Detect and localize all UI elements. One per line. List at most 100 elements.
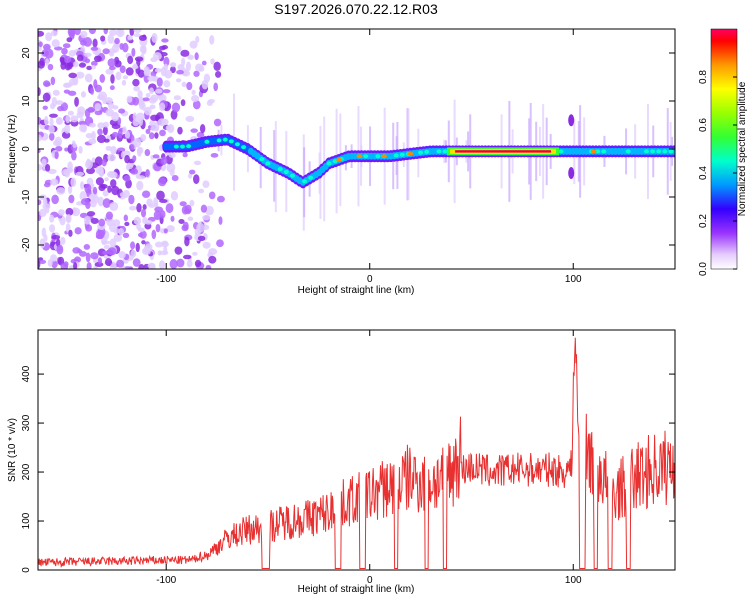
spectrogram-ytick-label: 0 bbox=[21, 146, 32, 152]
noise-speckle bbox=[44, 115, 49, 126]
noise-speckle bbox=[137, 227, 145, 233]
noise-speckle bbox=[186, 260, 193, 268]
noise-speckle bbox=[194, 259, 202, 268]
snr-xtick-label: 100 bbox=[565, 575, 582, 586]
noise-speckle bbox=[148, 96, 157, 104]
noise-speckle bbox=[119, 65, 126, 74]
noise-speckle bbox=[158, 260, 166, 269]
noise-speckle bbox=[209, 35, 215, 45]
noise-speckle bbox=[138, 117, 144, 126]
noise-speckle bbox=[193, 160, 202, 166]
noise-speckle bbox=[133, 33, 141, 38]
noise-speckle bbox=[155, 223, 161, 233]
noise-speckle bbox=[95, 229, 105, 240]
noise-speckle bbox=[204, 205, 214, 216]
noise-speckle bbox=[194, 52, 199, 61]
noise-speckle bbox=[84, 58, 91, 64]
noise-speckle bbox=[145, 169, 150, 178]
noise-speckle bbox=[122, 42, 129, 53]
noise-speckle bbox=[63, 55, 72, 64]
noise-speckle bbox=[109, 201, 119, 211]
noise-speckle bbox=[124, 154, 130, 164]
noise-speckle bbox=[174, 246, 183, 255]
noise-speckle bbox=[87, 106, 95, 113]
noise-speckle bbox=[201, 60, 207, 66]
noise-speckle bbox=[210, 152, 219, 158]
noise-speckle bbox=[158, 45, 166, 51]
noise-speckle bbox=[68, 49, 76, 57]
ridge-hotspot bbox=[336, 158, 343, 162]
noise-speckle bbox=[86, 177, 94, 186]
noise-speckle bbox=[42, 105, 48, 110]
noise-speckle bbox=[165, 203, 174, 214]
noise-speckle bbox=[177, 126, 183, 135]
noise-speckle bbox=[142, 204, 147, 210]
ridge-inner bbox=[259, 157, 265, 162]
noise-speckle bbox=[73, 29, 81, 36]
snr-ytick-label: 300 bbox=[21, 414, 32, 431]
noise-speckle bbox=[105, 145, 112, 151]
noise-speckle bbox=[88, 29, 97, 35]
noise-speckle bbox=[128, 194, 135, 205]
noise-speckle bbox=[135, 242, 140, 253]
noise-speckle bbox=[90, 46, 99, 51]
noise-speckle bbox=[185, 61, 192, 72]
noise-speckle bbox=[50, 178, 59, 186]
noise-speckle bbox=[49, 224, 56, 233]
noise-speckle bbox=[213, 118, 222, 127]
noise-speckle bbox=[145, 92, 151, 98]
noise-speckle bbox=[147, 75, 157, 82]
noise-speckle bbox=[213, 61, 221, 72]
noise-speckle bbox=[51, 39, 60, 48]
noise-speckle bbox=[133, 86, 140, 92]
noise-speckle bbox=[139, 44, 147, 54]
noise-speckle bbox=[75, 171, 85, 177]
ridge-inner bbox=[418, 150, 424, 155]
noise-speckle bbox=[144, 148, 151, 157]
noise-speckle bbox=[118, 251, 126, 259]
noise-speckle bbox=[111, 111, 120, 122]
noise-speckle bbox=[124, 221, 130, 227]
noise-speckle bbox=[111, 44, 120, 53]
noise-speckle bbox=[154, 68, 162, 73]
snr-panel: -100 0 100 0 100 200 300 400 Height of straight… bbox=[7, 329, 676, 595]
noise-speckle bbox=[101, 159, 107, 167]
noise-speckle bbox=[215, 70, 222, 78]
noise-speckle bbox=[54, 151, 59, 160]
noise-speckle bbox=[109, 85, 115, 91]
noise-speckle bbox=[75, 71, 85, 79]
noise-speckle bbox=[123, 214, 129, 222]
noise-speckle bbox=[38, 60, 45, 69]
noise-speckle bbox=[49, 117, 54, 127]
noise-speckle bbox=[84, 183, 92, 194]
noise-speckle bbox=[127, 55, 134, 65]
noise-speckle bbox=[57, 105, 65, 112]
noise-speckle bbox=[160, 66, 167, 77]
noise-speckle bbox=[133, 137, 142, 148]
noise-speckle bbox=[72, 207, 77, 215]
noise-speckle bbox=[89, 87, 95, 95]
noise-speckle bbox=[136, 203, 142, 213]
noise-speckle bbox=[200, 204, 208, 213]
noise-speckle bbox=[38, 164, 43, 171]
ridge-inner bbox=[216, 138, 222, 143]
peak-segment-core bbox=[455, 150, 551, 153]
noise-speckle bbox=[170, 215, 175, 222]
noise-speckle bbox=[97, 196, 105, 207]
noise-speckle bbox=[65, 207, 74, 216]
noise-speckle bbox=[198, 188, 205, 194]
noise-speckle bbox=[107, 34, 115, 44]
noise-speckle bbox=[103, 244, 110, 250]
noise-speckle bbox=[111, 131, 119, 138]
noise-speckle bbox=[51, 194, 59, 205]
noise-speckle bbox=[68, 229, 73, 237]
noise-speckle bbox=[104, 258, 113, 267]
noise-speckle bbox=[133, 29, 142, 34]
noise-speckle bbox=[156, 77, 163, 87]
noise-speckle bbox=[57, 209, 65, 216]
noise-speckle bbox=[140, 208, 147, 218]
noise-speckle bbox=[55, 117, 64, 125]
noise-speckle bbox=[170, 109, 178, 120]
noise-speckle bbox=[132, 78, 140, 87]
noise-speckle bbox=[136, 175, 146, 180]
